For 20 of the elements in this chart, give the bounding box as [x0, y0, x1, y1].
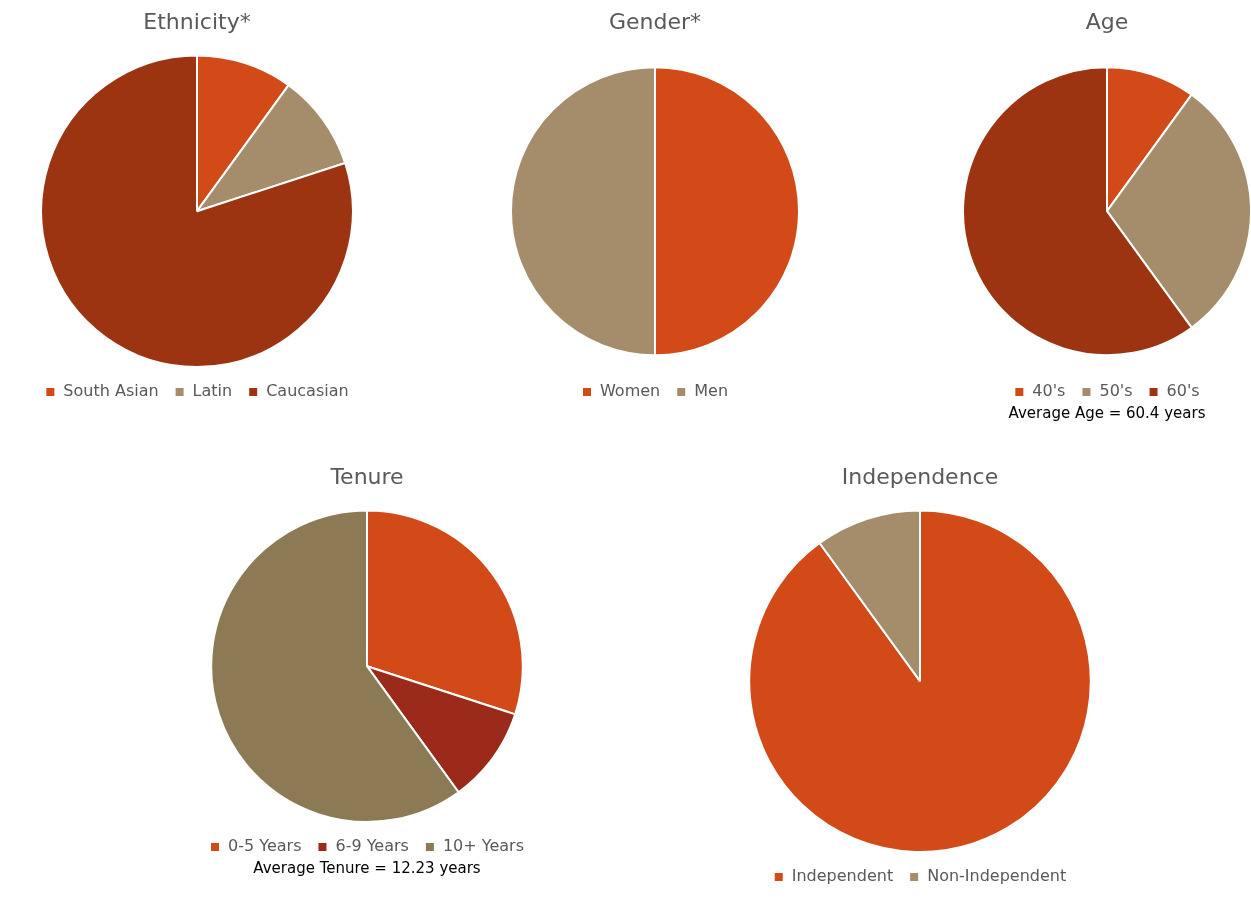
legend-label: 50's — [1099, 381, 1133, 401]
legend-label: Non-Independent — [927, 866, 1067, 886]
legend-label: 40's — [1032, 381, 1066, 401]
chart-title: Gender* — [608, 8, 702, 34]
text: Average Tenure = 12.23 years — [252, 859, 482, 877]
legend-label: Latin — [192, 381, 233, 401]
legend-label: 0-5 Years — [228, 836, 302, 856]
chart-title: Tenure — [329, 463, 404, 489]
legend-label: Caucasian — [266, 381, 349, 401]
chart-title: Age — [1085, 8, 1129, 34]
text: Average Age = 60.4 years — [1007, 404, 1207, 422]
legend-label: Women — [599, 381, 661, 401]
chart-title: Independence — [841, 463, 999, 489]
chart-title: Ethnicity* — [143, 8, 251, 34]
legend-label: South Asian — [63, 381, 159, 401]
legend-label: 10+ Years — [442, 836, 524, 856]
legend-label: 60's — [1166, 381, 1200, 401]
legend-label: Men — [694, 381, 729, 401]
legend-label: 6-9 Years — [335, 836, 409, 856]
legend-label: Independent — [791, 866, 894, 886]
